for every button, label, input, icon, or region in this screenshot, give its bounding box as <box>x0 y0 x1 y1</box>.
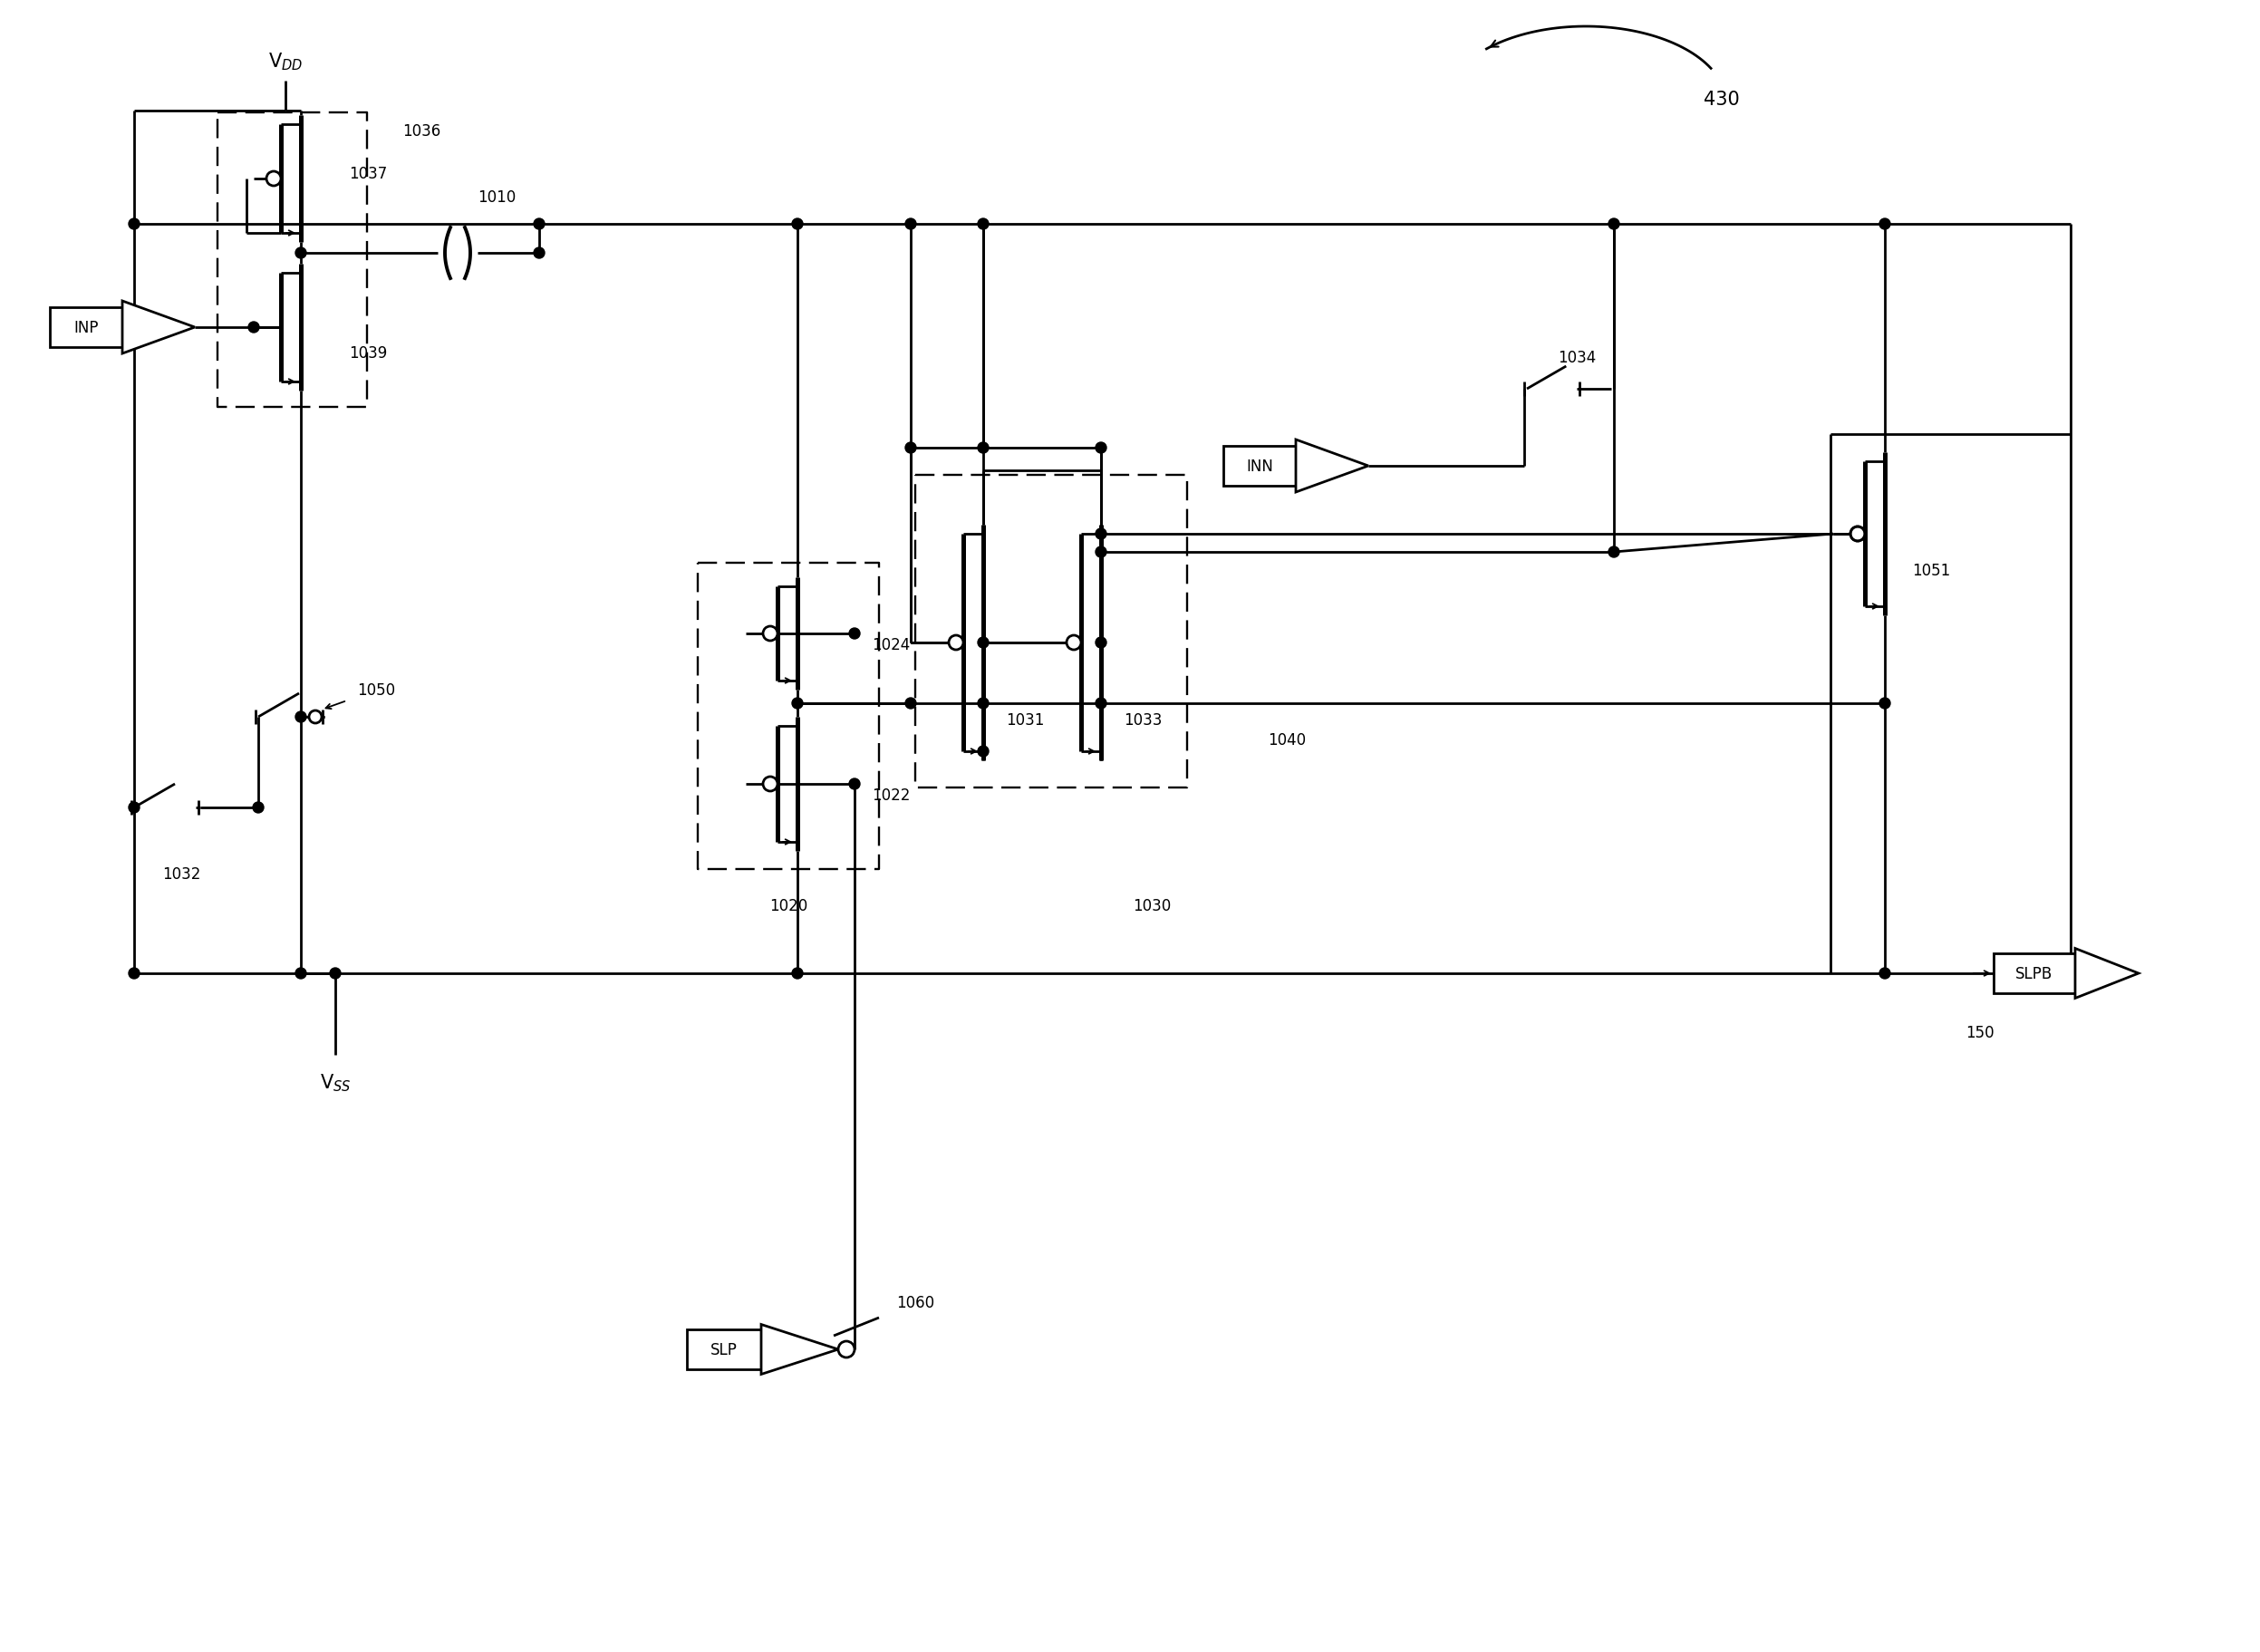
Circle shape <box>296 248 307 259</box>
Circle shape <box>949 636 963 651</box>
Circle shape <box>1096 443 1107 454</box>
Text: INP: INP <box>75 320 99 335</box>
Text: 150: 150 <box>1966 1024 1993 1041</box>
Circle shape <box>296 968 307 980</box>
Text: 1036: 1036 <box>402 124 441 139</box>
Text: 1032: 1032 <box>163 866 201 882</box>
Bar <box>1993 953 2075 993</box>
Circle shape <box>1609 220 1620 230</box>
Text: 1020: 1020 <box>768 897 807 914</box>
Circle shape <box>979 747 988 757</box>
Text: 1010: 1010 <box>477 190 515 205</box>
Text: SLPB: SLPB <box>2016 965 2052 981</box>
Circle shape <box>310 710 321 724</box>
Text: 430: 430 <box>1704 91 1740 109</box>
Circle shape <box>129 968 140 980</box>
Text: 1050: 1050 <box>357 682 396 699</box>
Circle shape <box>1609 547 1620 558</box>
Circle shape <box>850 628 861 639</box>
Circle shape <box>979 699 988 709</box>
Text: 1040: 1040 <box>1268 732 1306 748</box>
Polygon shape <box>2075 948 2138 998</box>
Circle shape <box>1851 527 1864 542</box>
Bar <box>1223 446 1295 486</box>
Text: 1033: 1033 <box>1123 712 1162 729</box>
Text: 1022: 1022 <box>872 786 911 803</box>
Text: V$_{SS}$: V$_{SS}$ <box>319 1072 350 1094</box>
Text: 1037: 1037 <box>348 165 386 182</box>
Circle shape <box>979 443 988 454</box>
Circle shape <box>764 626 777 641</box>
Circle shape <box>838 1341 854 1358</box>
Circle shape <box>253 803 264 813</box>
Circle shape <box>1096 547 1107 558</box>
Circle shape <box>764 776 777 791</box>
Circle shape <box>1096 699 1107 709</box>
Circle shape <box>533 220 545 230</box>
Circle shape <box>330 968 341 980</box>
Circle shape <box>267 172 280 187</box>
Circle shape <box>1067 636 1080 651</box>
Circle shape <box>906 443 915 454</box>
Bar <box>50 307 122 349</box>
Text: 1030: 1030 <box>1132 897 1171 914</box>
Circle shape <box>1880 699 1889 709</box>
Circle shape <box>906 220 915 230</box>
Circle shape <box>979 220 988 230</box>
Circle shape <box>791 699 802 709</box>
Text: 1024: 1024 <box>872 636 911 653</box>
Text: 1034: 1034 <box>1557 350 1596 365</box>
Circle shape <box>296 712 307 724</box>
Circle shape <box>850 778 861 790</box>
Circle shape <box>249 322 260 334</box>
Text: 1060: 1060 <box>897 1294 933 1310</box>
Polygon shape <box>1295 439 1367 492</box>
Circle shape <box>906 699 915 709</box>
Circle shape <box>1880 968 1889 980</box>
Circle shape <box>1880 220 1889 230</box>
Polygon shape <box>122 302 194 354</box>
Circle shape <box>791 220 802 230</box>
Text: V$_{DD}$: V$_{DD}$ <box>269 51 303 73</box>
Text: 1039: 1039 <box>348 345 386 362</box>
Text: 1031: 1031 <box>1006 712 1044 729</box>
Circle shape <box>979 638 988 649</box>
Circle shape <box>1096 529 1107 540</box>
Text: INN: INN <box>1245 458 1272 474</box>
Text: 1051: 1051 <box>1912 562 1950 578</box>
Circle shape <box>1096 638 1107 649</box>
Circle shape <box>129 803 140 813</box>
Polygon shape <box>762 1325 838 1374</box>
Text: SLP: SLP <box>710 1341 737 1358</box>
Circle shape <box>791 968 802 980</box>
Circle shape <box>1851 527 1864 542</box>
Circle shape <box>533 248 545 259</box>
Bar <box>687 1330 762 1370</box>
Circle shape <box>129 220 140 230</box>
